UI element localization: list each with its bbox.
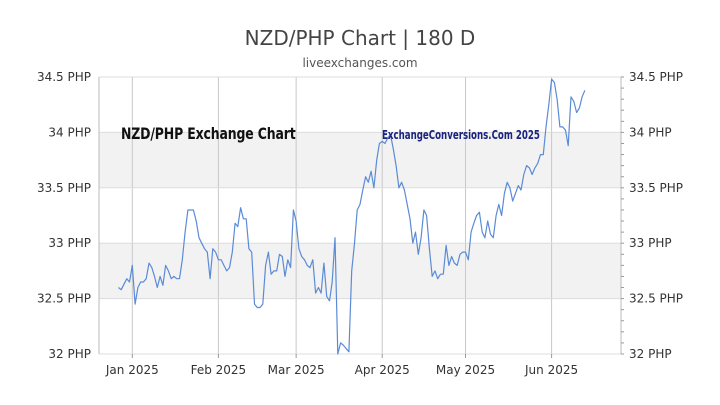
x-tick-label: Mar 2025 bbox=[268, 363, 325, 377]
y-tick-label-right: 33.5 PHP bbox=[629, 181, 683, 195]
y-tick-label-left: 34.5 PHP bbox=[37, 70, 91, 84]
y-tick-label-right: 33 PHP bbox=[629, 236, 672, 250]
background-band bbox=[99, 243, 621, 299]
y-tick-label-right: 34 PHP bbox=[629, 125, 672, 139]
y-tick-label-left: 32 PHP bbox=[48, 347, 91, 361]
y-tick-label-right: 32.5 PHP bbox=[629, 292, 683, 306]
y-tick-label-left: 32.5 PHP bbox=[37, 292, 91, 306]
chart-inner-title: NZD/PHP Exchange Chart bbox=[121, 124, 296, 143]
x-tick-label: Feb 2025 bbox=[191, 363, 247, 377]
y-tick-label-left: 33.5 PHP bbox=[37, 181, 91, 195]
y-tick-label-left: 33 PHP bbox=[48, 236, 91, 250]
chart-title: NZD/PHP Chart | 180 D bbox=[244, 26, 476, 50]
chart-subtitle: liveexchanges.com bbox=[302, 56, 418, 70]
series-line bbox=[118, 78, 586, 355]
y-tick-label-left: 34 PHP bbox=[48, 125, 91, 139]
y-tick-label-right: 32 PHP bbox=[629, 347, 672, 361]
y-tick-label-right: 34.5 PHP bbox=[629, 70, 683, 84]
x-tick-label: May 2025 bbox=[436, 363, 495, 377]
x-tick-label: Apr 2025 bbox=[355, 363, 410, 377]
x-tick-label: Jun 2025 bbox=[524, 363, 578, 377]
watermark-text: ExchangeConversions.Com 2025 bbox=[382, 128, 540, 142]
background-band bbox=[99, 132, 621, 188]
x-tick-label: Jan 2025 bbox=[105, 363, 159, 377]
